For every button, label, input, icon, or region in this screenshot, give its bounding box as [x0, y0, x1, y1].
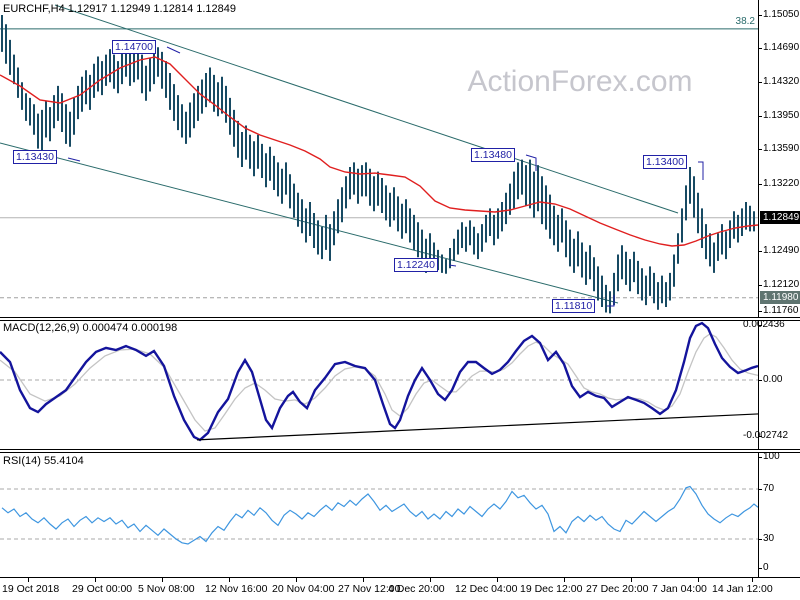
time-axis-tick [752, 578, 753, 582]
rsi-panel[interactable] [0, 452, 758, 577]
x-axis-label: 12 Dec 04:00 [455, 583, 518, 595]
callout-connector [698, 161, 704, 180]
axis-tick [758, 325, 762, 326]
x-axis-label: 27 Dec 20:00 [586, 583, 649, 595]
macd-main-line [0, 321, 758, 442]
time-axis-tick [28, 578, 29, 582]
time-axis-tick [631, 578, 632, 582]
y-axis-label: 1.12490 [763, 244, 800, 256]
axis-tick [758, 116, 762, 118]
y-axis-label: 0.00 [763, 374, 783, 385]
fib-382-label: 38.2 [735, 16, 755, 27]
macd-indicator-label: MACD(12,26,9) 0.000474 0.000198 [3, 322, 178, 334]
axis-tick [758, 568, 762, 569]
axis-tick [758, 284, 762, 286]
time-axis-tick [363, 578, 364, 582]
axis-tick [758, 183, 762, 185]
time-axis-tick [229, 578, 230, 582]
axis-tick [758, 489, 762, 490]
panel-divider[interactable] [0, 449, 800, 453]
y-axis-label: 30 [763, 533, 775, 544]
time-axis-tick [497, 578, 498, 582]
callout-connector [67, 157, 81, 162]
price-callout: 1.13400 [643, 155, 687, 169]
axis-tick [758, 457, 762, 458]
axis-tick [758, 15, 762, 16]
x-axis-label: 14 Jan 12:00 [712, 583, 773, 595]
x-axis-label: 5 Nov 08:00 [138, 583, 195, 595]
time-axis-tick [430, 578, 431, 582]
axis-tick [758, 311, 762, 312]
price-callout: 1.12240 [394, 258, 438, 272]
x-axis-label: 20 Nov 04:00 [272, 583, 335, 595]
x-axis-label: 7 Jan 04:00 [652, 583, 707, 595]
x-axis-label: 12 Nov 16:00 [205, 583, 268, 595]
y-axis-label: 1.14690 [763, 42, 800, 54]
callout-connector [607, 295, 615, 307]
price-callout: 1.13480 [471, 148, 515, 162]
price-callout: 1.14700 [112, 40, 156, 54]
y-axis-label: 1.13590 [763, 143, 800, 155]
time-axis-tick [698, 578, 699, 582]
axis-tick [758, 82, 762, 84]
axis-tick [758, 436, 762, 437]
main-price-panel[interactable] [0, 0, 758, 318]
axis-tick [758, 380, 762, 381]
x-axis-label: 19 Oct 2018 [2, 583, 60, 595]
x-axis-label: 27 Nov 12:00 [338, 583, 401, 595]
time-axis-tick [95, 578, 96, 582]
watermark: ActionForex.com [467, 65, 693, 98]
bid-price-badge: 1.11980 [760, 291, 800, 305]
callout-connector [525, 154, 537, 171]
time-axis-tick [296, 578, 297, 582]
price-callout: 1.11810 [552, 299, 596, 313]
macd-trendline [196, 413, 758, 441]
y-axis-label: 1.11760 [763, 305, 799, 316]
axis-tick [758, 48, 762, 50]
symbol-ohlc-title: EURCHF,H4 1.12917 1.12949 1.12814 1.1284… [3, 3, 237, 15]
channel-trendline-upper [54, 4, 679, 214]
y-axis-label: 0 [763, 562, 769, 573]
y-axis-label: 100 [763, 451, 780, 462]
price-callout: 1.13430 [13, 150, 57, 164]
x-axis-label: 29 Oct 00:00 [72, 583, 133, 595]
time-axis-tick [162, 578, 163, 582]
axis-tick [758, 250, 762, 252]
callout-connector [166, 46, 181, 54]
time-axis-tick [564, 578, 565, 582]
y-axis-label: 1.15050 [763, 9, 800, 20]
candle-bars [1, 15, 755, 314]
y-axis-label: 1.13950 [763, 110, 800, 122]
rsi-line [1, 485, 758, 545]
current-price-badge: 1.12849 [760, 211, 800, 225]
x-axis-label: 4 Dec 20:00 [388, 583, 445, 595]
y-axis-label: 1.13220 [763, 177, 800, 189]
axis-tick [758, 149, 762, 151]
y-axis-label: 1.12120 [763, 278, 800, 290]
y-axis-label: 70 [763, 483, 775, 494]
price-axis[interactable]: 1.12849 1.11980 1.15050 1.14690 1.14320 1.1… [743, 0, 800, 577]
macd-signal-line [0, 333, 758, 432]
panel-divider[interactable] [0, 317, 800, 321]
rsi-indicator-label: RSI(14) 55.4104 [3, 455, 84, 467]
moving-average-line [0, 56, 758, 247]
y-axis-label: 0.002436 [743, 319, 785, 330]
axis-tick [758, 539, 762, 540]
time-axis[interactable]: 19 Oct 2018 29 Oct 00:00 5 Nov 08:00 12 Nov… [0, 577, 800, 600]
y-axis-label: 1.14320 [763, 76, 800, 88]
y-axis-label: -0.002742 [743, 430, 789, 441]
callout-connector [448, 264, 457, 267]
macd-panel[interactable] [0, 320, 758, 450]
x-axis-label: 19 Dec 12:00 [520, 583, 583, 595]
